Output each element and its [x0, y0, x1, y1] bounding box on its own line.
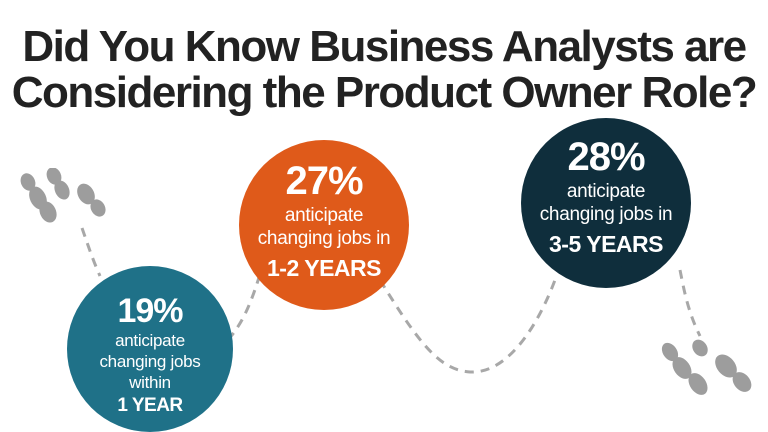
stat-percent: 19%	[117, 291, 183, 330]
stat-text-line: changing jobs	[99, 351, 201, 371]
stat-timeframe: 1-2 YEARS	[267, 255, 381, 281]
stat-bubble-3-5-years: 28% anticipate changing jobs in 3-5 YEAR…	[521, 118, 691, 288]
stat-percent: 28%	[567, 135, 645, 180]
stat-text-line: within	[129, 373, 171, 393]
stat-percent: 27%	[285, 159, 363, 204]
stat-timeframe: 3-5 YEARS	[549, 231, 663, 257]
stat-text-line: anticipate	[284, 205, 364, 227]
title-line-2: Considering the Product Owner Role?	[11, 68, 758, 117]
stat-text-line: changing jobs in	[539, 204, 673, 226]
stat-text-line: anticipate	[115, 330, 185, 350]
stat-bubble-1-2-years: 27% anticipate changing jobs in 1-2 YEAR…	[239, 140, 409, 310]
stat-text-line: changing jobs in	[257, 228, 391, 250]
stat-timeframe: 1 YEAR	[117, 395, 183, 417]
footprints-icon	[20, 168, 106, 223]
footprints-icon	[661, 339, 752, 395]
stat-bubble-1-year: 19% anticipate changing jobs within 1 YE…	[67, 266, 233, 432]
title-line-1: Did You Know Business Analysts are	[22, 22, 747, 71]
stat-text-line: anticipate	[566, 181, 646, 203]
